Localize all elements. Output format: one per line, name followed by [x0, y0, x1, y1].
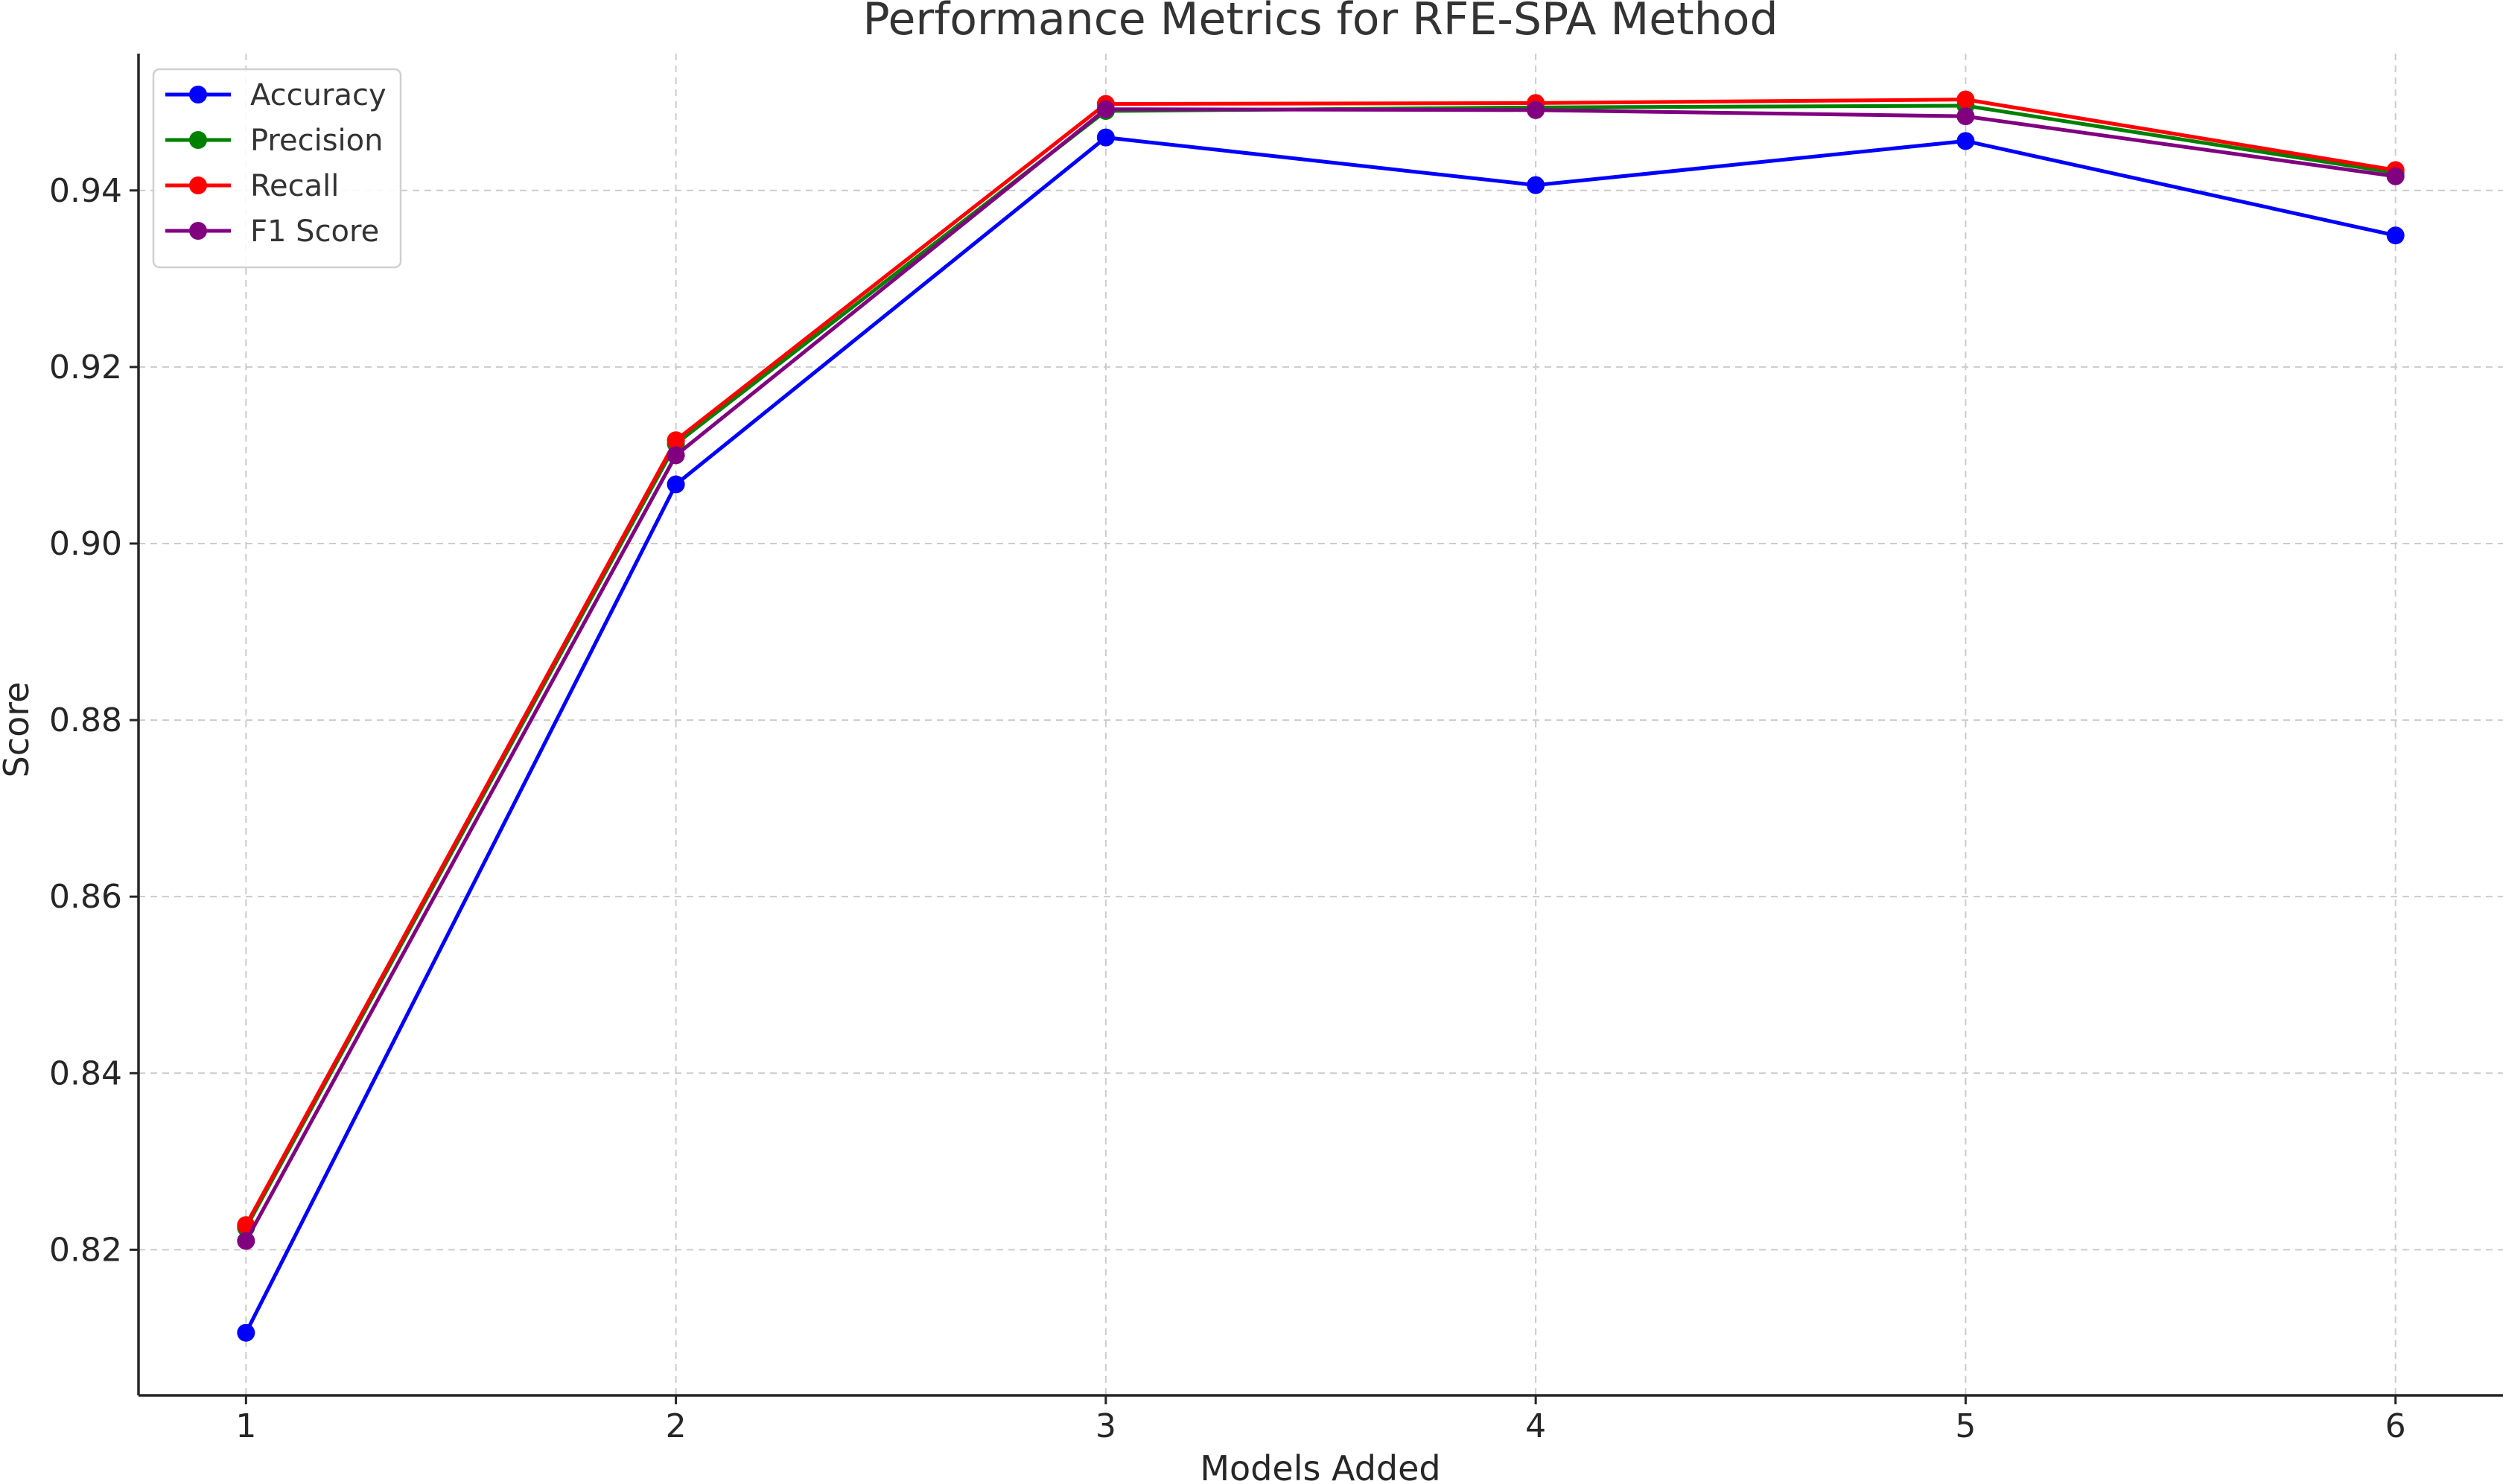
legend-swatch-marker — [189, 222, 207, 240]
x-tick-label: 1 — [235, 1407, 256, 1445]
data-point-accuracy-4 — [1527, 176, 1545, 194]
legend-item-precision: Precision — [165, 124, 383, 158]
legend-label: Recall — [250, 169, 339, 203]
data-point-accuracy-3 — [1096, 128, 1115, 147]
y-tick-label: 0.94 — [49, 172, 122, 210]
axes — [130, 54, 2503, 1404]
y-tick-label: 0.84 — [49, 1054, 122, 1092]
legend-swatch-marker — [189, 131, 207, 149]
y-tick-label: 0.88 — [49, 701, 122, 739]
x-tick-label: 3 — [1095, 1407, 1116, 1445]
x-tick-label: 5 — [1955, 1407, 1976, 1445]
series-line-precision — [244, 104, 2397, 1229]
series-line-recall — [244, 98, 2397, 1226]
x-axis-label: Models Added — [1200, 1448, 1440, 1484]
series-group — [237, 90, 2405, 1342]
legend-box — [152, 68, 402, 269]
legend-item-recall: Recall — [165, 169, 339, 203]
data-point-accuracy-2 — [667, 475, 685, 494]
tick-labels: 1 2 3 4 5 6 0.82 0.84 0.86 0.88 0.90 0.92 0.94 — [49, 172, 2406, 1445]
legend-item-f1-score: F1 Score — [165, 214, 379, 249]
x-tick-label: 4 — [1525, 1407, 1546, 1445]
data-point-f1-score-4 — [1527, 101, 1545, 119]
y-tick-label: 0.92 — [49, 348, 122, 386]
grid — [139, 54, 2503, 1395]
y-tick-label: 0.82 — [49, 1231, 122, 1269]
x-tick-label: 2 — [666, 1407, 687, 1445]
chart-title: Performance Metrics for RFE-SPA Method — [862, 0, 1778, 45]
data-point-accuracy-1 — [237, 1323, 255, 1342]
legend-label: Accuracy — [250, 78, 387, 112]
data-point-recall-2 — [667, 431, 685, 450]
legend-swatch-marker — [189, 176, 207, 194]
series-line-f1-score — [244, 107, 2397, 1242]
data-point-f1-score-6 — [2386, 167, 2405, 185]
data-point-f1-score-5 — [1956, 107, 1975, 126]
y-tick-label: 0.90 — [49, 525, 122, 563]
legend-label: Precision — [250, 124, 383, 158]
data-point-f1-score-1 — [237, 1232, 255, 1250]
y-axis-label: Score — [0, 682, 36, 778]
data-point-f1-score-3 — [1096, 100, 1115, 118]
legend: Accuracy Precision Recall F1 Score — [152, 68, 402, 269]
data-point-accuracy-5 — [1956, 132, 1975, 150]
legend-swatch-marker — [189, 86, 207, 104]
legend-item-accuracy: Accuracy — [165, 78, 387, 112]
data-point-recall-5 — [1956, 90, 1975, 109]
series-line-accuracy — [244, 136, 2397, 1334]
y-tick-label: 0.86 — [49, 878, 122, 916]
data-point-f1-score-2 — [667, 446, 685, 465]
x-tick-label: 6 — [2385, 1407, 2406, 1445]
data-point-accuracy-6 — [2386, 226, 2405, 245]
series-f1-score — [237, 100, 2405, 1250]
series-accuracy — [237, 128, 2405, 1342]
legend-label: F1 Score — [250, 214, 379, 249]
